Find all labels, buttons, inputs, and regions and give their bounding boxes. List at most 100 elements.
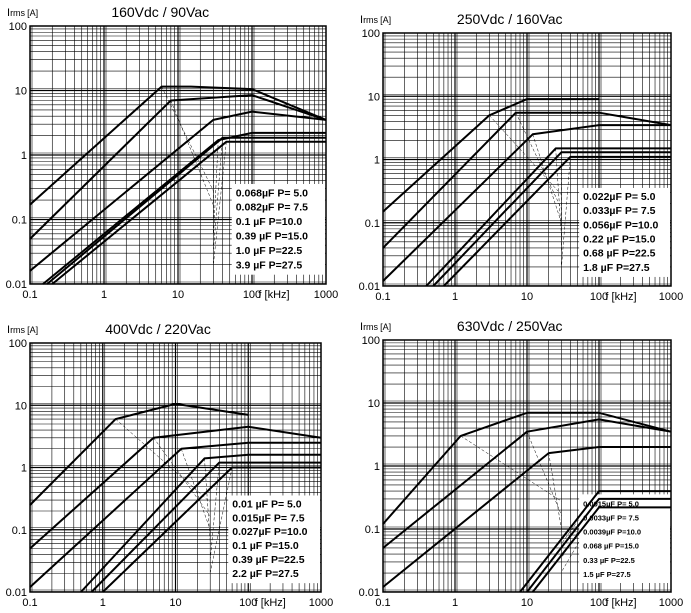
y-axis-label-unit: [A] bbox=[27, 8, 38, 18]
x-tick-label: 1000 bbox=[659, 597, 683, 609]
x-tick-label: 0.1 bbox=[375, 291, 390, 303]
y-axis-label: Irms [A] bbox=[7, 324, 38, 336]
y-axis-label-sub: rms bbox=[10, 8, 25, 18]
series-line: 0.22 µF P=15.0 bbox=[382, 124, 671, 282]
y-tick-label: 0.01 bbox=[359, 587, 380, 599]
series-line: 0.015 µF P=7.5 bbox=[90, 461, 321, 593]
legend-entry: 0.1 µF P=10.0 bbox=[236, 216, 303, 228]
limit-hatch-line bbox=[115, 418, 211, 503]
y-tick-label: 0.1 bbox=[365, 218, 380, 230]
limit-hatch-line bbox=[213, 137, 223, 249]
legend-background bbox=[579, 494, 670, 583]
series-line: 0.0039 µF P=10.0 bbox=[519, 490, 671, 593]
limit-hatch-line bbox=[181, 448, 211, 531]
x-tick-label: 100 bbox=[243, 289, 261, 301]
y-tick-label: 1 bbox=[21, 150, 27, 162]
x-axis-label: f [kHz] bbox=[255, 597, 286, 609]
limit-hatch-line bbox=[210, 462, 220, 559]
series-line: 0.39 µF P=22.5 bbox=[29, 425, 322, 550]
legend-entry: 0.33 µF P=22.5 bbox=[583, 556, 635, 565]
legend-entry: 0.0033µF P= 7.5 bbox=[583, 513, 639, 522]
limit-hatch-line bbox=[532, 134, 562, 224]
limit-hatch bbox=[489, 112, 571, 266]
y-axis-label-unit: [A] bbox=[380, 322, 391, 332]
chart-title: 160Vdc / 90Vac bbox=[111, 4, 209, 20]
y-tick-label: 10 bbox=[15, 86, 27, 98]
chart-title: 630Vdc / 250Vac bbox=[457, 318, 563, 334]
legend-entry: 0.022µF P= 5.0 bbox=[583, 191, 655, 203]
limit-hatch-line bbox=[561, 156, 571, 266]
y-tick-label: 1 bbox=[21, 463, 27, 475]
y-tick-label: 100 bbox=[362, 335, 380, 347]
series-line: 0.068 µF P=5.0 bbox=[51, 140, 326, 285]
legend-entry: 0.056µF P=10.0 bbox=[583, 219, 658, 231]
plot-frame bbox=[382, 32, 672, 287]
y-axis-label: Irms [A] bbox=[360, 14, 391, 26]
series-line: 0.056 µF P=10.0 bbox=[425, 147, 671, 287]
legend-entry: 1.5 µF P=27.5 bbox=[583, 570, 630, 579]
legend-entry: 1.8 µF P=27.5 bbox=[583, 262, 650, 274]
y-tick-label: 100 bbox=[9, 338, 27, 350]
x-tick-label: 100 bbox=[590, 597, 608, 609]
legend-entry: 0.027µF P=10.0 bbox=[232, 526, 307, 538]
y-axis-label-main: I bbox=[360, 321, 363, 333]
x-tick-label: 0.1 bbox=[375, 597, 390, 609]
x-tick-label: 10 bbox=[521, 291, 533, 303]
series-line: 0.68 µF P=22.5 bbox=[382, 111, 672, 249]
legend-entry: 0.068 µF P=15.0 bbox=[583, 542, 639, 551]
legend-entry: 0.1 µF P=15.0 bbox=[232, 540, 299, 552]
legend-background bbox=[579, 187, 670, 277]
legend-entry: 0.0039µF P=10.0 bbox=[583, 528, 641, 537]
x-tick-label: 10 bbox=[172, 289, 184, 301]
series-line: 0.068 µF P=15.0 bbox=[382, 446, 671, 588]
y-axis-label: Irms [A] bbox=[360, 321, 391, 333]
series-line: 0.1 µF P=15.0 bbox=[29, 441, 321, 588]
legend: 0.0015µF P= 5.0 0.0033µF P= 7.5 0.0039µF P… bbox=[579, 494, 670, 583]
limit-hatch-line bbox=[161, 86, 214, 192]
plot-frame bbox=[29, 25, 327, 285]
legend-entry: 0.082µF P= 7.5 bbox=[236, 202, 308, 214]
y-tick-label: 0.1 bbox=[12, 215, 27, 227]
limit-hatch-line bbox=[515, 112, 562, 210]
legend-entry: 0.015µF P= 7.5 bbox=[232, 512, 304, 524]
legend-background bbox=[228, 495, 320, 584]
y-axis-label-main: I bbox=[7, 7, 10, 19]
limit-hatch bbox=[460, 431, 600, 572]
x-tick-label: 100 bbox=[239, 597, 257, 609]
series-line: 1.5 µF P=27.5 bbox=[382, 411, 672, 525]
x-tick-label: 1000 bbox=[659, 291, 683, 303]
legend-entry: 0.033µF P= 7.5 bbox=[583, 205, 655, 217]
chart-panel-2: 0.022µF P= 5.0 0.033µF P= 7.5 0.056µF P=10… bbox=[359, 11, 684, 303]
x-tick-label: 10 bbox=[169, 597, 181, 609]
y-tick-label: 0.01 bbox=[359, 281, 380, 293]
chart-panel-4: 0.0015µF P= 5.0 0.0033µF P= 7.5 0.0039µF P… bbox=[359, 318, 684, 609]
chart-panel-1: 0.068µF P= 5.0 0.082µF P= 7.5 0.1 µF P=10.… bbox=[6, 4, 339, 301]
limit-hatch-line bbox=[210, 467, 233, 573]
series-line: 1.8 µF P=27.5 bbox=[382, 98, 599, 213]
series-line: 0.0033 µF P=7.5 bbox=[526, 497, 671, 593]
series-line: 0.082 µF P=7.5 bbox=[46, 136, 326, 285]
limit-hatch-line bbox=[555, 148, 562, 238]
chart-title: 400Vdc / 220Vac bbox=[105, 321, 211, 337]
series-line: 0.1 µF P=10.0 bbox=[42, 131, 326, 285]
series-line: 2.2 µF P=27.5 bbox=[29, 402, 249, 506]
y-tick-label: 1 bbox=[374, 461, 380, 473]
x-tick-label: 0.1 bbox=[22, 289, 37, 301]
series-line: 0.39 µF P=15.0 bbox=[29, 110, 327, 272]
series-line: 0.027 µF P=10.0 bbox=[80, 453, 321, 593]
series-line: 3.9 µF P=27.5 bbox=[29, 85, 327, 206]
y-tick-label: 100 bbox=[362, 28, 380, 40]
x-tick-label: 1 bbox=[101, 289, 107, 301]
y-tick-label: 10 bbox=[15, 400, 27, 412]
series-line: 0.33 µF P=22.5 bbox=[382, 418, 672, 549]
y-tick-label: 100 bbox=[9, 21, 27, 33]
y-tick-label: 10 bbox=[368, 398, 380, 410]
y-axis-label-main: I bbox=[360, 14, 363, 26]
y-axis-label-unit: [A] bbox=[380, 15, 391, 25]
limit-hatch-line bbox=[460, 435, 562, 502]
x-tick-label: 1000 bbox=[309, 597, 333, 609]
x-tick-label: 1 bbox=[100, 597, 106, 609]
x-tick-label: 1 bbox=[452, 597, 458, 609]
legend: 0.01 µF P= 5.0 0.015µF P= 7.5 0.027µF P=10… bbox=[228, 495, 320, 584]
x-tick-label: 1000 bbox=[314, 289, 338, 301]
